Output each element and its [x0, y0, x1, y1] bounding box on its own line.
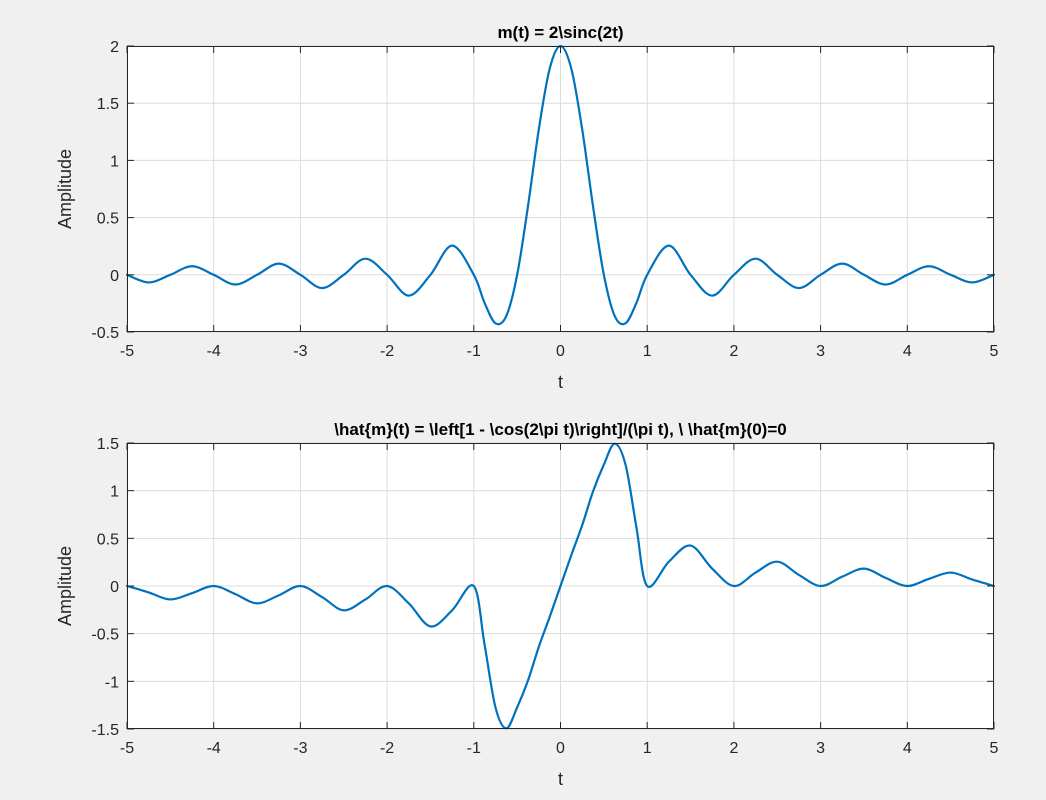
y-tick-label: 0.5	[97, 211, 119, 228]
y-axis-label: Amplitude	[55, 546, 75, 626]
x-tick-label: -2	[380, 740, 394, 757]
x-tick-label: -4	[207, 343, 221, 360]
x-tick-label: 3	[816, 343, 825, 360]
x-tick-label: 4	[903, 740, 912, 757]
x-tick-label: -1	[467, 740, 481, 757]
x-tick-label: 2	[729, 343, 738, 360]
y-tick-label: 2	[110, 39, 119, 56]
y-tick-label: 0	[110, 268, 119, 285]
subplot-bottom: -5 -4 -3 -2 -1 0 1 2 3 4 5 -1.5 -1 -0.5 0 0.5 1 1.5 \hat{m…	[55, 420, 999, 789]
x-tick-label: 1	[643, 343, 652, 360]
x-tick-label: 0	[556, 740, 565, 757]
subplot-top: -5 -4 -3 -2 -1 0 1 2 3 4 5 -0.5 0 0.5 1 1.5 2 m(t) = 2\si…	[55, 23, 999, 392]
x-tick-label: -1	[467, 343, 481, 360]
x-tick-label: 4	[903, 343, 912, 360]
x-tick-label: -5	[120, 740, 134, 757]
x-tick-label: 2	[729, 740, 738, 757]
y-axis-label: Amplitude	[55, 149, 75, 229]
x-tick-label: 5	[990, 740, 999, 757]
chart-title: m(t) = 2\sinc(2t)	[497, 23, 623, 42]
y-tick-label: -1	[105, 674, 119, 691]
y-tick-label: -1.5	[91, 722, 119, 739]
y-tick-label: 0.5	[97, 531, 119, 548]
y-tick-label: -0.5	[91, 627, 119, 644]
y-tick-label: 1	[110, 153, 119, 170]
x-axis-label: t	[558, 769, 563, 789]
x-tick-label: -4	[207, 740, 221, 757]
x-tick-label: 3	[816, 740, 825, 757]
x-tick-label: -5	[120, 343, 134, 360]
y-tick-label: 0	[110, 579, 119, 596]
x-tick-label: 5	[990, 343, 999, 360]
y-tick-label: 1	[110, 484, 119, 501]
x-tick-label: -3	[293, 343, 307, 360]
x-tick-label: -3	[293, 740, 307, 757]
x-tick-label: -2	[380, 343, 394, 360]
x-axis-label: t	[558, 372, 563, 392]
y-tick-label: 1.5	[97, 436, 119, 453]
y-tick-label: -0.5	[91, 325, 119, 342]
x-tick-label: 1	[643, 740, 652, 757]
chart-title: \hat{m}(t) = \left[1 - \cos(2\pi t)\righ…	[334, 420, 786, 439]
x-tick-label: 0	[556, 343, 565, 360]
y-tick-label: 1.5	[97, 96, 119, 113]
series-line	[125, 442, 996, 730]
